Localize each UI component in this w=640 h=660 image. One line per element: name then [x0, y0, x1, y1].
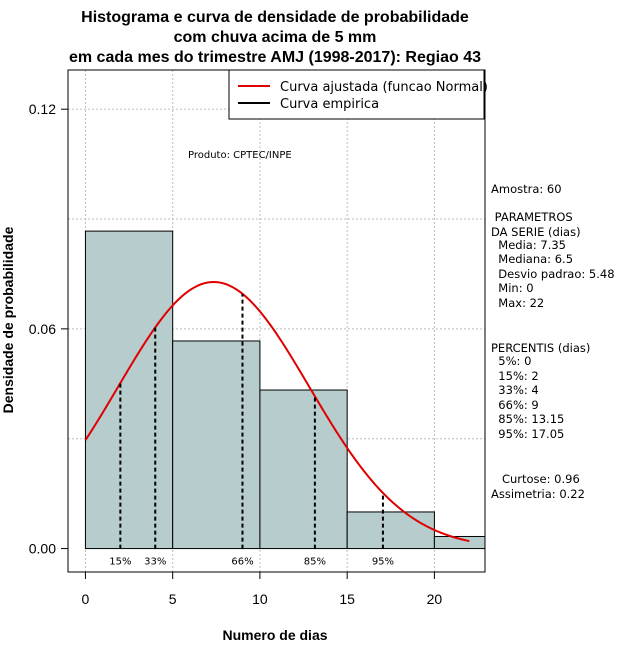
- stat-mediana: Mediana: 6.5: [491, 252, 573, 266]
- x-tick-label-1: 5: [169, 591, 177, 607]
- stat-parametros-heading: PARAMETROS: [491, 210, 573, 224]
- stat-amostra: Amostra: 60: [491, 182, 562, 196]
- y-axis-label: Densidade de probabilidade: [0, 226, 16, 413]
- legend: Curva ajustada (funcao Normal) Curva emp…: [228, 69, 488, 120]
- stat-max: Max: 22: [491, 296, 544, 310]
- legend-label-normal: Curva ajustada (funcao Normal): [280, 80, 488, 95]
- histogram-bar-3: [346, 511, 435, 550]
- stat-desvio: Desvio padrao: 5.48: [491, 267, 615, 281]
- chart-title-line-1: Histograma e curva de densidade de proba…: [81, 9, 469, 26]
- percentile-label-0: 15%: [109, 557, 131, 568]
- percentile-label-2: 66%: [231, 557, 253, 568]
- stat-p33: 33%: 4: [491, 383, 539, 397]
- histogram-bar-1: [172, 340, 261, 550]
- normal-fit-curve: [84, 281, 470, 543]
- stat-p15: 15%: 2: [491, 369, 539, 383]
- statistics-panel: Amostra: 60 PARAMETROS DA SERIE (dias) M…: [491, 182, 615, 501]
- histogram-bar-0: [84, 230, 174, 550]
- percentile-label-1: 33%: [144, 557, 166, 568]
- stat-p95: 95%: 17.05: [491, 427, 564, 441]
- histogram-bar-2: [259, 389, 348, 550]
- stat-p5: 5%: 0: [491, 354, 531, 368]
- stat-percentis-heading: PERCENTIS (dias): [491, 341, 590, 355]
- y-tick-label-0: 0.00: [29, 541, 56, 557]
- x-tick-label-3: 15: [339, 591, 355, 607]
- chart-title-line-2: com chuva acima de 5 mm: [174, 29, 377, 46]
- stat-min: Min: 0: [491, 281, 534, 295]
- x-axis-label: Numero de dias: [222, 627, 327, 643]
- percentile-label-3: 85%: [304, 557, 326, 568]
- stat-curtose: Curtose: 0.96: [491, 472, 580, 486]
- legend-box: [228, 69, 485, 120]
- stat-p66: 66%: 9: [491, 398, 539, 412]
- chart-title-line-3: em cada mes do trimestre AMJ (1998-2017)…: [69, 49, 481, 66]
- percentile-label-4: 95%: [372, 557, 394, 568]
- stat-media: Media: 7.35: [491, 238, 566, 252]
- legend-label-empirical: Curva empirica: [280, 97, 379, 112]
- x-tick-label-4: 20: [427, 591, 443, 607]
- y-tick-label-1: 0.06: [29, 321, 56, 337]
- product-annotation: Produto: CPTEC/INPE: [188, 150, 292, 161]
- stat-p85: 85%: 13.15: [491, 412, 564, 426]
- y-tick-label-2: 0.12: [29, 101, 56, 117]
- x-tick-label-2: 10: [252, 591, 268, 607]
- stat-serie-heading: DA SERIE (dias): [491, 225, 581, 239]
- stat-assimetria: Assimetria: 0.22: [491, 487, 585, 501]
- x-tick-label-0: 0: [82, 591, 90, 607]
- plot-area: 15% 33% 66% 85% 95% 0 5 10 15 20 0.00 0.06 0.12: [29, 69, 486, 607]
